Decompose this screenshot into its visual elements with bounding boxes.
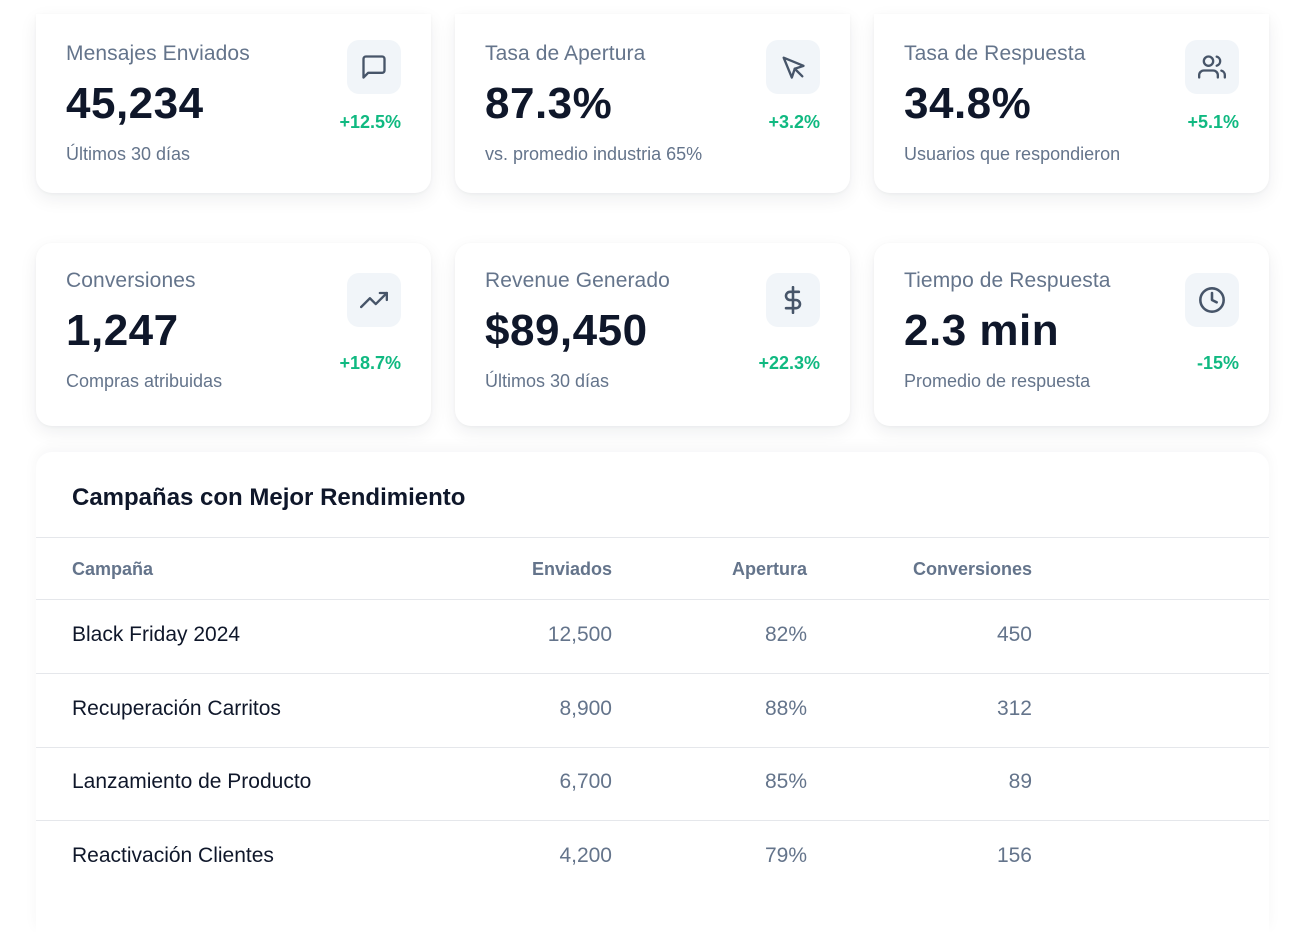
stat-value: 2.3 min [904,306,1060,355]
top-campaigns-panel: Campañas con Mejor Rendimiento Campaña E… [36,452,1269,932]
stat-change: +3.2% [768,112,820,132]
header-open-rate[interactable]: Apertura [731,559,807,579]
campaign-sent: 12,500 [547,623,612,646]
table-row[interactable]: Reactivación Clientes 4,200 79% 156 [36,821,1269,895]
campaign-name: Recuperación Carritos [72,697,281,720]
campaign-sent: 4,200 [559,844,612,867]
stat-subtitle: vs. promedio industria 65% [485,144,703,164]
stat-change: +5.1% [1187,112,1239,132]
campaign-conversions: 450 [996,623,1032,646]
stat-subtitle: Últimos 30 días [66,144,191,164]
stat-change: +12.5% [339,112,401,132]
users-icon [1185,40,1239,94]
message-icon [347,40,401,94]
stat-card-open-rate: Tasa de Apertura 87.3% vs. promedio indu… [455,14,850,193]
stat-value: 34.8% [904,79,1032,128]
stat-subtitle: Usuarios que respondieron [904,144,1121,164]
campaign-conversions: 89 [1008,770,1032,793]
stat-change: +22.3% [758,353,820,373]
stat-title: Tasa de Respuesta [904,42,1086,65]
stat-value: $89,450 [485,306,648,355]
trending-up-icon [347,273,401,327]
stat-title: Tasa de Apertura [485,42,646,65]
campaign-name: Reactivación Clientes [72,844,274,867]
header-sent[interactable]: Enviados [531,559,612,579]
campaign-sent: 6,700 [559,770,612,793]
stat-value: 87.3% [485,79,613,128]
stat-title: Revenue Generado [485,269,670,292]
stat-card-response-time: Tiempo de Respuesta 2.3 min Promedio de … [874,243,1269,426]
dollar-icon [766,273,820,327]
stat-subtitle: Últimos 30 días [485,371,610,391]
stat-card-messages-sent: Mensajes Enviados 45,234 Últimos 30 días… [36,14,431,193]
campaign-open-rate: 88% [764,697,807,720]
campaign-conversions: 312 [996,697,1032,720]
header-campaign[interactable]: Campaña [72,559,154,579]
table-row[interactable]: Black Friday 2024 12,500 82% 450 [36,600,1269,674]
stat-change: -15% [1196,353,1239,373]
cursor-icon [766,40,820,94]
table-row[interactable]: Lanzamiento de Producto 6,700 85% 89 [36,747,1269,821]
stat-title: Tiempo de Respuesta [904,269,1111,292]
header-conversions[interactable]: Conversiones [912,559,1032,579]
stat-subtitle: Promedio de respuesta [904,371,1091,391]
stat-title: Conversiones [66,269,196,292]
stat-change: +18.7% [339,353,401,373]
campaign-open-rate: 82% [764,623,807,646]
campaign-name: Lanzamiento de Producto [72,770,312,793]
stats-grid: Mensajes Enviados 45,234 Últimos 30 días… [36,14,1269,426]
stat-value: 45,234 [66,79,204,128]
campaign-name: Black Friday 2024 [72,623,241,646]
table-header: Campaña Enviados Apertura Conversiones [36,537,1269,600]
campaigns-title: Campañas con Mejor Rendimiento [72,484,466,511]
table-row[interactable]: Recuperación Carritos 8,900 88% 312 [36,674,1269,748]
campaign-open-rate: 85% [764,770,807,793]
stat-subtitle: Compras atribuidas [66,371,223,391]
stat-card-conversions: Conversiones 1,247 Compras atribuidas +1… [36,243,431,426]
campaign-sent: 8,900 [559,697,612,720]
clock-icon [1185,273,1239,327]
stat-title: Mensajes Enviados [66,42,250,65]
campaign-open-rate: 79% [764,844,807,867]
campaign-conversions: 156 [996,844,1032,867]
stat-card-response-rate: Tasa de Respuesta 34.8% Usuarios que res… [874,14,1269,193]
stat-value: 1,247 [66,306,179,355]
stat-card-revenue: Revenue Generado $89,450 Últimos 30 días… [455,243,850,426]
